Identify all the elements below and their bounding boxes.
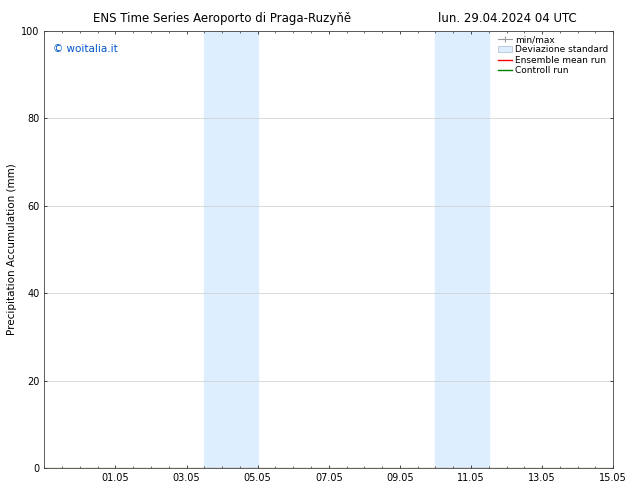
- Bar: [204, 30, 257, 468]
- Text: ENS Time Series Aeroporto di Praga-Ruzyňě: ENS Time Series Aeroporto di Praga-Ruzyň…: [93, 12, 351, 25]
- Text: © woitalia.it: © woitalia.it: [53, 44, 118, 54]
- Bar: [436, 30, 489, 468]
- Legend: min/max, Deviazione standard, Ensemble mean run, Controll run: min/max, Deviazione standard, Ensemble m…: [496, 33, 611, 77]
- Y-axis label: Precipitation Accumulation (mm): Precipitation Accumulation (mm): [7, 164, 17, 335]
- Text: lun. 29.04.2024 04 UTC: lun. 29.04.2024 04 UTC: [438, 12, 576, 25]
